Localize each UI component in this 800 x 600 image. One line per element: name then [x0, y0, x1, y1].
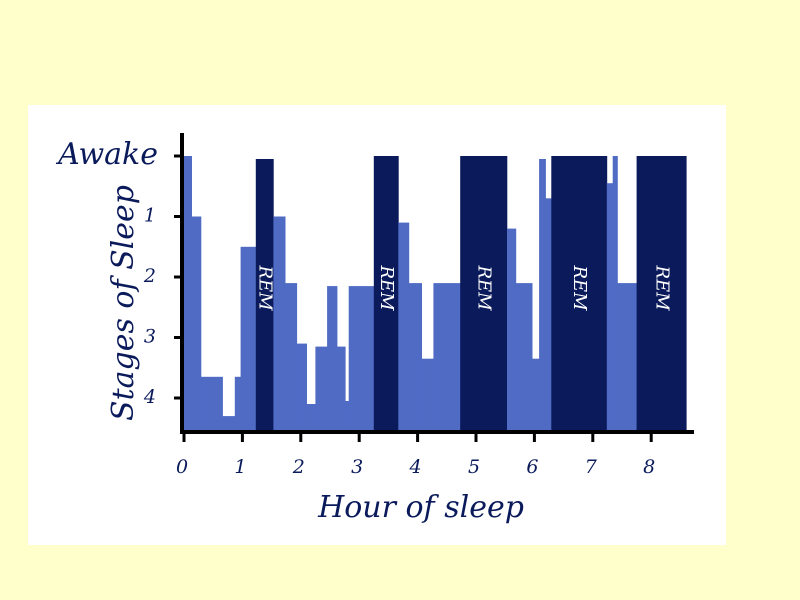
rem-segment-bar: [460, 156, 508, 430]
stage-segment-bar: [345, 401, 350, 430]
stage-segment-bar: [606, 183, 613, 430]
rem-label: REM: [651, 264, 672, 311]
rem-label: REM: [376, 264, 397, 311]
rem-segment-bar: [551, 156, 608, 430]
stage-segment-bar: [327, 286, 338, 430]
x-axis-title: Hour of sleep: [317, 490, 524, 525]
stage-segment-bar: [285, 283, 298, 430]
stage-segment-bar: [507, 228, 517, 430]
x-tick-label: 7: [585, 456, 598, 478]
stage-segment-bar: [421, 358, 434, 430]
stage-segment-bar: [306, 404, 316, 430]
rem-label: REM: [569, 264, 590, 311]
stage-segment-bar: [191, 216, 202, 430]
stage-segment-bar: [337, 346, 346, 430]
stage-segment-bar: [398, 222, 410, 430]
rem-segment-bar: [373, 156, 399, 430]
y-ticks: Awake 1 2 3 4: [55, 137, 182, 408]
stage-segment-bar: [515, 283, 533, 430]
y-tick-label: 2: [143, 265, 156, 287]
x-tick-label: 2: [292, 456, 305, 478]
x-tick-label: 8: [643, 456, 655, 478]
stage-segment-bar: [539, 159, 546, 430]
rem-label: REM: [474, 264, 495, 311]
stage-segment-bar: [408, 283, 422, 430]
x-tick-label: 1: [234, 456, 246, 478]
rem-label: REM: [255, 264, 276, 311]
sleep-stages-chart: REM REM REM REM REM Awake 1 2 3 4 0 1 2 3 4 5 6 7 8 Stag…: [55, 133, 694, 525]
stage-segment-bar: [617, 283, 637, 430]
x-tick-label: 5: [468, 456, 480, 478]
y-tick-label: 1: [144, 205, 156, 227]
rem-segment-bar: [636, 156, 687, 430]
stage-segment-bar: [296, 343, 307, 430]
y-tick-label: 4: [143, 386, 156, 408]
x-tick-label: 6: [526, 456, 538, 478]
chart-panel: REM REM REM REM REM Awake 1 2 3 4 0 1 2 3 4 5 6 7 8 Stag…: [28, 105, 726, 545]
x-tick-label: 0: [176, 456, 188, 478]
x-ticks: 0 1 2 3 4 5 6 7 8: [176, 432, 655, 478]
stage-segment-bar: [234, 376, 241, 430]
y-axis-title: Stages of Sleep: [106, 185, 141, 421]
stage-bars: [184, 156, 687, 431]
stage-segment-bar: [273, 216, 286, 430]
axes: [180, 133, 694, 434]
x-tick-label: 4: [409, 456, 422, 478]
stage-segment-bar: [612, 156, 618, 430]
stage-segment-bar: [433, 283, 461, 430]
stage-segment-bar: [532, 358, 540, 430]
rem-labels: REM REM REM REM REM: [255, 264, 673, 311]
stage-segment-bar: [315, 346, 328, 430]
y-tick-label: 3: [144, 326, 156, 348]
y-tick-label-awake: Awake: [55, 137, 158, 172]
stage-segment-bar: [348, 286, 375, 430]
rem-segment-bar: [255, 159, 274, 430]
stage-segment-bar: [545, 198, 552, 430]
stage-segment-bar: [200, 376, 223, 430]
stage-segment-bar: [184, 156, 192, 430]
stage-segment-bar: [222, 416, 236, 430]
stage-segment-bar: [240, 246, 257, 431]
x-tick-label: 3: [351, 456, 363, 478]
